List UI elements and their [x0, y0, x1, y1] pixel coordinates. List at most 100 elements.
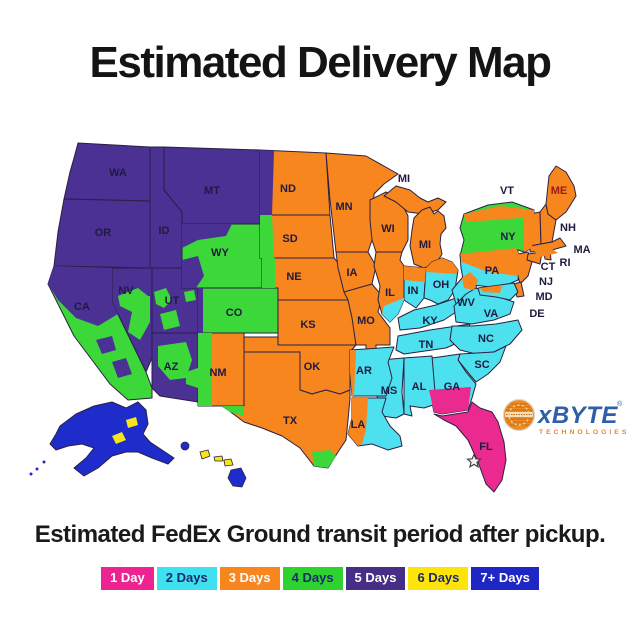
state-ks: [277, 299, 357, 346]
state-label-nh: NH: [560, 222, 576, 234]
state-label-ky: KY: [422, 315, 438, 327]
state-label-sc: SC: [474, 359, 489, 371]
patch-co-west: [198, 288, 203, 333]
legend-item-5-days: 5 Days: [345, 567, 406, 590]
state-label-wv: WV: [457, 297, 475, 309]
patch-ny-north: [464, 206, 534, 222]
patch-la-west: [348, 398, 368, 446]
subtitle: Estimated FedEx Ground transit period af…: [34, 521, 606, 548]
patch-ca-north: [48, 266, 118, 326]
patch-wy-nw: [182, 224, 232, 248]
patch-in-north: [404, 266, 426, 282]
state-label-ks: KS: [300, 319, 315, 331]
legend-item-3-days: 3 Days: [219, 567, 280, 590]
state-label-in: IN: [408, 285, 419, 297]
state-label-la: LA: [351, 419, 366, 431]
state-tx: [221, 351, 351, 469]
state-label-ar: AR: [356, 365, 372, 377]
state-label-ok: OK: [304, 361, 321, 373]
zone-patches-layer: [29, 150, 558, 488]
state-ak: [49, 401, 175, 477]
state-label-de: DE: [529, 308, 544, 320]
state-label-ct: CT: [541, 261, 556, 273]
state-label-co: CO: [226, 307, 243, 319]
state-nc: [449, 319, 523, 355]
patch-ne-west: [262, 258, 275, 288]
legend: 1 Day 2 Days 3 Days 4 Days 5 Days 6 Days 7+ Da…: [0, 567, 640, 590]
patch-md-n: [480, 285, 502, 293]
patch-nd-west: [260, 150, 274, 215]
logo-globe-stripes: [505, 403, 533, 426]
patch-oh-north: [426, 258, 458, 274]
patch-az-green: [158, 342, 192, 380]
state-label-nm: NM: [209, 367, 226, 379]
state-label-ri: RI: [560, 257, 571, 269]
state-label-mo: MO: [357, 315, 375, 327]
state-label-mt: MT: [204, 185, 220, 197]
patch-il-south: [382, 298, 404, 322]
state-al: [403, 355, 437, 417]
patch-wy-sw: [182, 256, 204, 288]
aleutian-island-dot: [42, 460, 46, 464]
page-title: Estimated Delivery Map: [89, 38, 552, 87]
state-label-il: IL: [385, 287, 395, 299]
state-label-pa: PA: [485, 265, 500, 277]
state-label-mn: MN: [335, 201, 352, 213]
patch-ar-west: [350, 350, 356, 396]
state-label-al: AL: [412, 381, 427, 393]
state-ma: [529, 237, 567, 253]
patch-ga-south: [429, 387, 471, 414]
state-labels: WA OR CA NV ID MT WY UT CO AZ NM ND SD NE KS OK TX MN WI MI…: [74, 167, 591, 453]
state-label-or: OR: [95, 227, 112, 239]
state-label-nd: ND: [280, 183, 296, 195]
state-mi: [409, 206, 447, 269]
logo-registered-mark: ®: [617, 400, 623, 408]
state-label-sd: SD: [282, 233, 297, 245]
state-or: [53, 198, 151, 269]
state-label-ia: IA: [347, 267, 358, 279]
patch-ak-y1: [112, 432, 126, 444]
state-label-fl: FL: [479, 441, 493, 453]
state-label-ca: CA: [74, 301, 90, 313]
state-label-mi: MI: [419, 239, 431, 251]
logo-tagline-text: TECHNOLOGIES: [539, 429, 629, 436]
aleutian-island-dot: [29, 472, 33, 476]
aleutian-island-dot: [35, 467, 39, 471]
state-label-oh: OH: [433, 279, 450, 291]
state-label-me: ME: [551, 185, 568, 197]
patch-ca-p2: [112, 358, 132, 378]
state-label-nv: NV: [118, 285, 134, 297]
state-label-id: ID: [159, 225, 170, 237]
legend-item-6-days: 6 Days: [408, 567, 469, 590]
state-label-ga: GA: [444, 381, 461, 393]
state-label-mi: MI: [398, 173, 410, 185]
state-label-tx: TX: [283, 415, 298, 427]
patch-tx-tip: [312, 450, 336, 468]
state-label-md: MD: [535, 291, 552, 303]
state-label-nj: NJ: [539, 276, 553, 288]
xbyte-logo: xBYTE ® TECHNOLOGIES: [502, 398, 629, 436]
state-label-wa: WA: [109, 167, 127, 179]
patch-ut-g3: [184, 290, 196, 302]
location-star-icon: [466, 453, 482, 469]
island-hi-maui: [223, 458, 234, 467]
state-label-vt: VT: [500, 185, 514, 197]
patch-az-bridge: [186, 368, 198, 388]
legend-item-2-days: 2 Days: [156, 567, 217, 590]
patch-ut-g1: [154, 288, 172, 308]
state-label-wy: WY: [211, 247, 229, 259]
island-hi-molokai: [213, 455, 224, 462]
patch-tx-elpaso: [222, 406, 244, 416]
state-label-ms: MS: [381, 385, 398, 397]
legend-item-4-days: 4 Days: [282, 567, 343, 590]
state-label-ut: UT: [165, 295, 180, 307]
state-label-ne: NE: [286, 271, 301, 283]
state-label-nc: NC: [478, 333, 494, 345]
state-me: [545, 165, 577, 221]
island-hi-oahu: [199, 449, 211, 460]
patch-sd-west: [260, 215, 274, 258]
state-wa: [63, 142, 151, 202]
patch-nm-west: [198, 333, 212, 406]
logo-brand-text: xBYTE: [536, 402, 618, 429]
